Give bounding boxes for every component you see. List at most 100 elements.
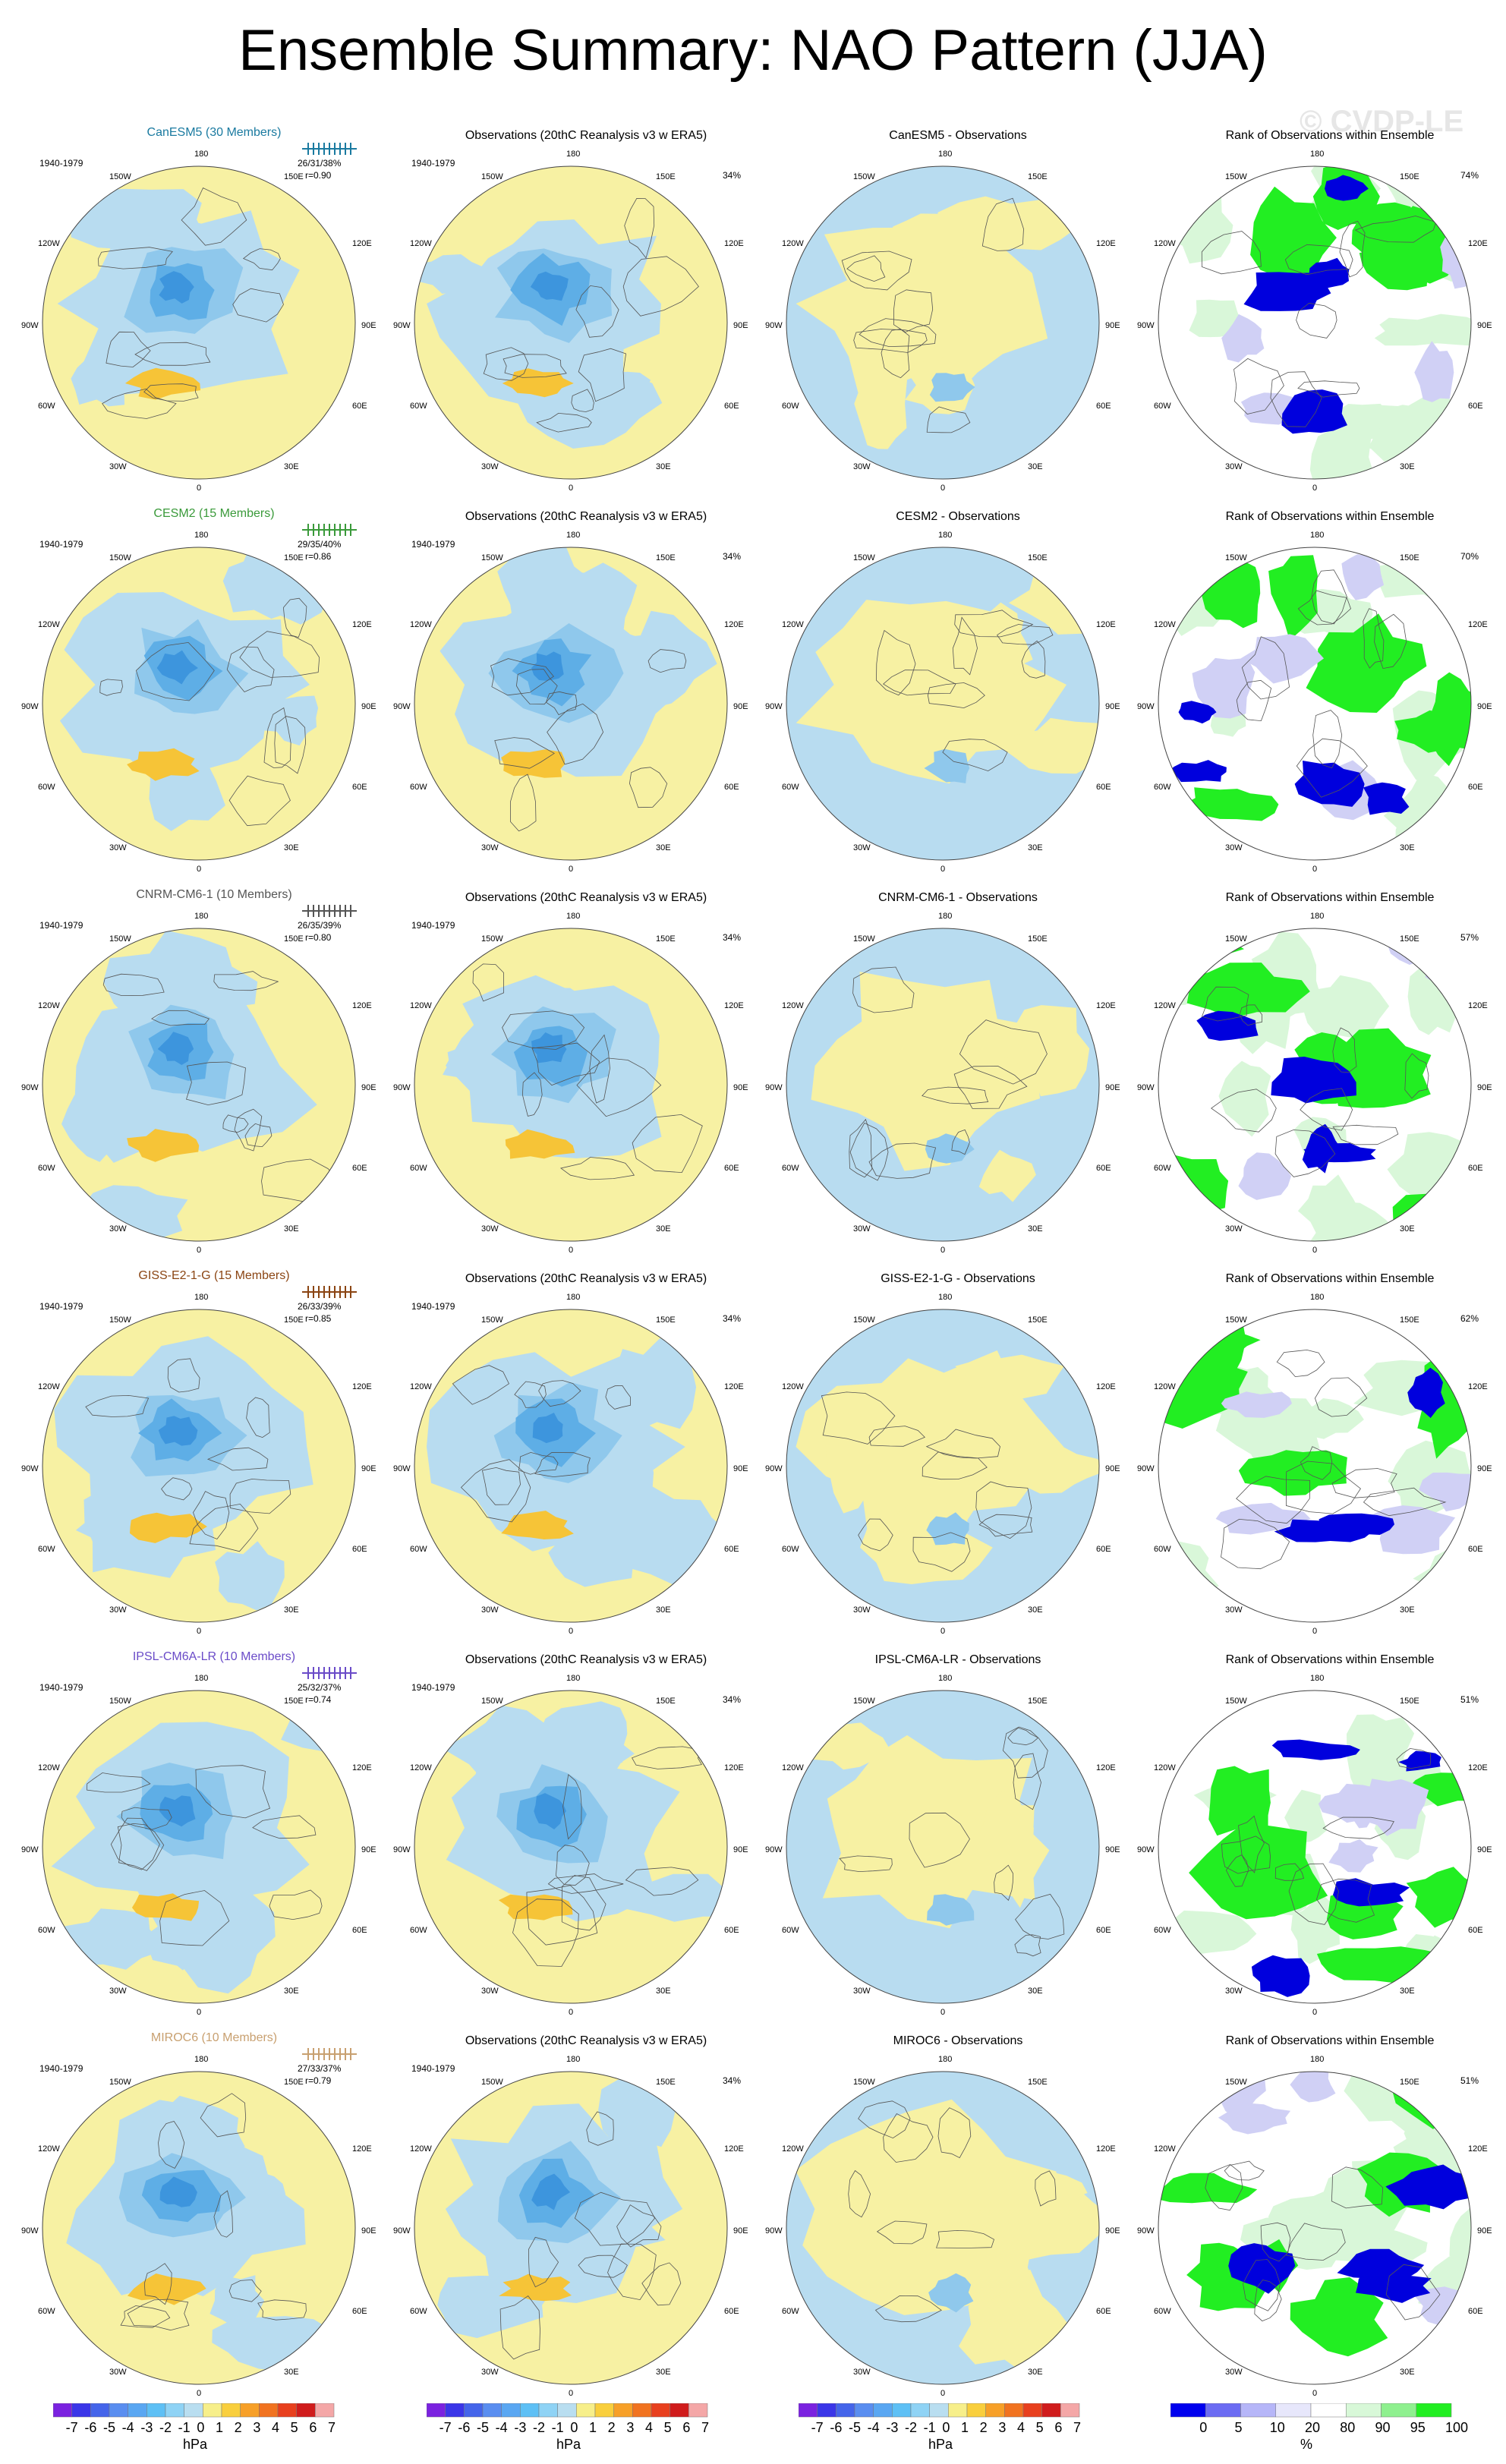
observations-title: Observations (20thC Reanalysis v3 w ERA5… [465,2034,707,2047]
map-3-0-lon-label: 150E [284,1315,304,1325]
map-2-3-lon-label: 150W [1225,934,1247,944]
map-3-0-lon-label: 30W [109,1605,127,1615]
map-5-2-lon-label: 0 [940,2389,946,2398]
colorbar-tick-label: 3 [253,2420,261,2435]
map-3-1-lon-label: 30E [656,1605,671,1615]
model-title: GISS-E2-1-G (15 Members) [138,1269,290,1282]
map-3-3-lon-label: 120E [1468,1382,1488,1391]
map-4-0-lon-label: 60W [38,1926,55,1935]
map-5-3-lon-label: 180 [1310,2055,1325,2064]
period-label: 1940-1979 [411,158,455,169]
rank-percent: 70% [1460,551,1479,562]
map-5-0 [42,2071,356,2385]
map-3-0-lon-label: 90E [361,1464,376,1473]
map-2-0-lon-label: 30E [284,1224,299,1234]
observations-panel: Observations (20thC Reanalysis v3 w ERA5… [393,503,753,874]
map-1-1-lon-label: 180 [566,531,581,540]
colorbar-tick-label: -5 [849,2420,862,2435]
map-0-1-lon-label: 120E [724,239,744,248]
map-4-2-lon-label: 0 [940,2008,946,2017]
rank-panel: Rank of Observations within Ensemble 70% 1… [1137,503,1497,874]
map-4-1-lon-label: 90E [733,1845,748,1854]
colorbar-swatch [427,2403,446,2418]
colorbar-swatch [90,2403,110,2418]
map-2-1-lon-label: 150E [656,934,676,944]
map-3-1-lon-label: 180 [566,1293,581,1302]
map-5-1-lon-label: 120E [724,2144,744,2154]
colorbar-swatch [1416,2403,1452,2418]
model-pattern-panel: CNRM-CM6-1 (10 Members) 1940-1979 26/35/39… [21,884,381,1255]
map-2-1-lon-label: 180 [566,912,581,921]
map-2-2-lon-label: 0 [940,1246,946,1255]
colorbar-swatch [221,2403,241,2418]
observations-panel: Observations (20thC Reanalysis v3 w ERA5… [393,2027,753,2398]
map-3-3 [1158,1309,1472,1623]
map-2-2 [786,928,1100,1242]
colorbar-tick-label: 0 [197,2420,205,2435]
difference-panel: CNRM-CM6-1 - Observations 180 150W 150E 120W… [765,884,1125,1255]
colorbar-unit: hPa [556,2437,581,2452]
colorbar-swatch [1346,2403,1382,2418]
colorbar-swatch [315,2403,335,2418]
map-1-0-lon-label: 180 [194,531,209,540]
colorbar-swatch [71,2403,91,2418]
rank-title: Rank of Observations within Ensemble [1225,510,1435,523]
colorbar-tick-label: -1 [551,2420,564,2435]
map-4-2-lon-label: 180 [938,1674,953,1683]
colorbar-swatch [966,2403,986,2418]
ensemble-spread-bar-icon [299,903,360,922]
period-label: 1940-1979 [39,1682,83,1693]
colorbar-swatch [799,2403,818,2418]
ensemble-stats: 26/35/39% [298,920,342,931]
colorbar-swatch [576,2403,596,2418]
map-5-1-lon-label: 60E [724,2307,739,2316]
map-1-0-lon-label: 150W [109,553,131,562]
map-1-3-lon-label: 150E [1400,553,1419,562]
map-2-0-lon-label: 120E [352,1001,372,1010]
colorbar-tick-label: 5 [1234,2420,1243,2435]
map-5-0-lon-label: 30E [284,2368,299,2377]
colorbar-swatch [240,2403,260,2418]
colorbar-tick-label: 100 [1445,2420,1469,2435]
colorbar-swatch [184,2403,203,2418]
map-2-3 [1158,928,1472,1242]
map-1-0-lon-label: 0 [197,865,202,874]
map-2-2-lon-label: 90E [1105,1083,1120,1092]
map-1-3-lon-label: 90E [1477,702,1492,711]
map-3-2-lon-label: 180 [938,1293,953,1302]
colorbar-swatch [501,2403,521,2418]
colorbar-swatch [1060,2403,1080,2418]
map-5-3-lon-label: 150E [1400,2078,1419,2087]
period-label: 1940-1979 [411,920,455,931]
map-2-1-lon-label: 90E [733,1083,748,1092]
colorbar-swatch [557,2403,577,2418]
colorbar-swatch [670,2403,689,2418]
colorbar [799,2403,1080,2418]
map-5-1-lon-label: 120W [410,2144,432,2154]
map-2-1-lon-label: 120W [410,1001,432,1010]
difference-title: CESM2 - Observations [896,510,1020,523]
map-2-3-lon-label: 150E [1400,934,1419,944]
colorbar-tick-label: -7 [65,2420,78,2435]
ensemble-spread-bar-icon [299,1665,360,1684]
colorbar-swatch [128,2403,147,2418]
map-4-1-lon-label: 180 [566,1674,581,1683]
map-3-2-lon-label: 150E [1028,1315,1048,1325]
map-5-3-lon-label: 90W [1137,2226,1155,2236]
colorbar-tick-label: 2 [979,2420,988,2435]
map-4-2-lon-label: 120E [1096,1763,1116,1772]
map-1-3-lon-label: 30W [1225,843,1243,852]
rank-title: Rank of Observations within Ensemble [1225,891,1435,904]
colorbar-tick-label: -1 [178,2420,191,2435]
ensemble-stats: 26/31/38% [298,158,342,169]
map-0-0-lon-label: 120E [352,239,372,248]
map-5-0-lon-label: 120W [38,2144,60,2154]
map-2-3-lon-label: 90W [1137,1083,1155,1092]
map-0-0 [42,165,356,480]
observations-percent: 34% [723,932,742,943]
colorbar-tick-label: -3 [886,2420,899,2435]
map-4-0 [42,1690,356,2004]
map-0-1-lon-label: 150W [481,172,503,181]
map-4-1-lon-label: 120E [724,1763,744,1772]
difference-panel: CESM2 - Observations 180 150W 150E 120W 120E 9… [765,503,1125,874]
